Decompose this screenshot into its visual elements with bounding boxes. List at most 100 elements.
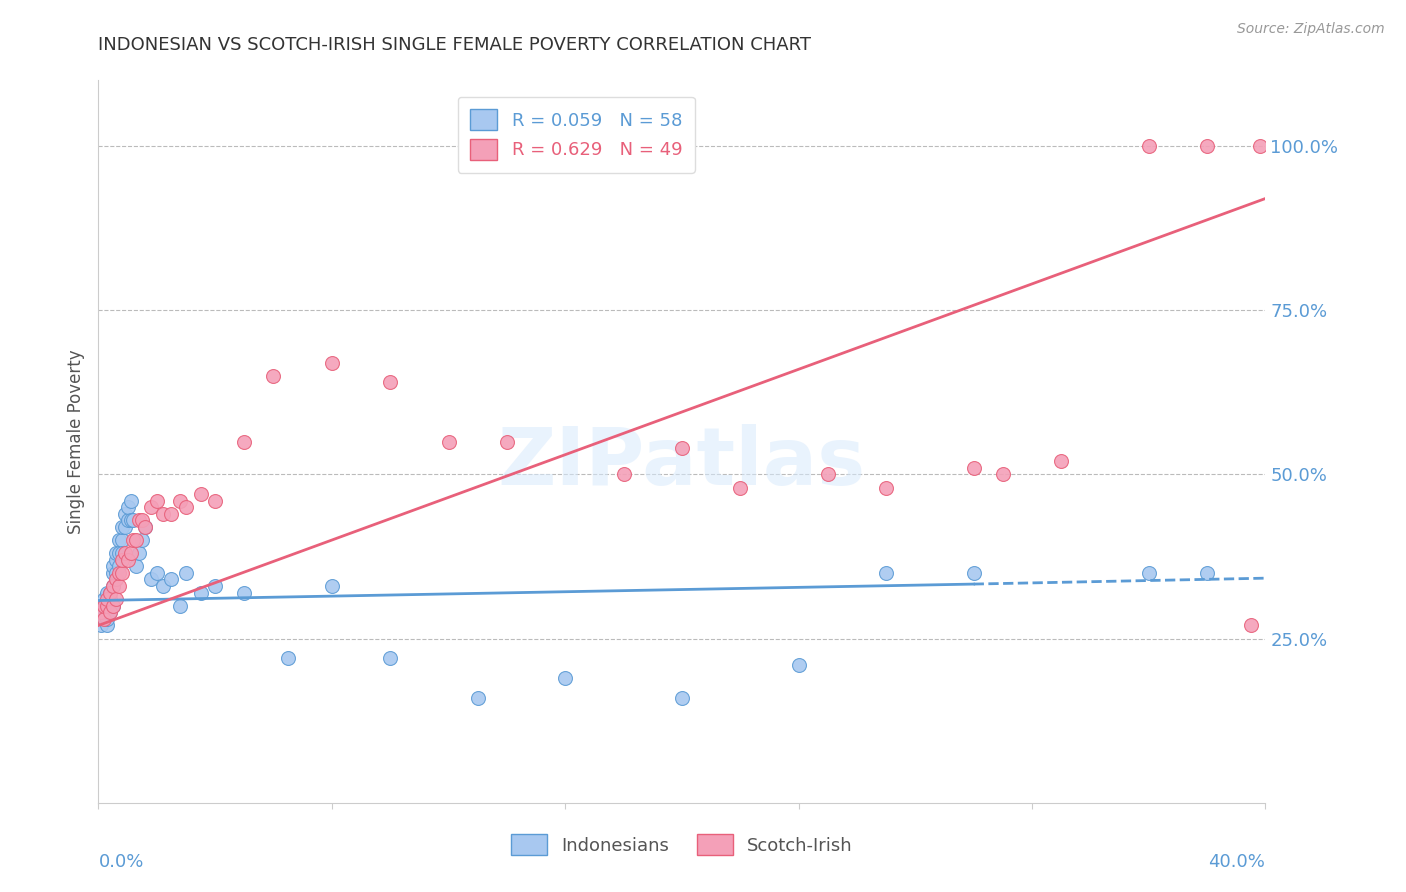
Point bbox=[496, 434, 519, 449]
Point bbox=[128, 513, 150, 527]
Point bbox=[817, 467, 839, 482]
Point bbox=[554, 671, 576, 685]
Point bbox=[93, 599, 115, 613]
Point bbox=[96, 592, 118, 607]
Point bbox=[101, 579, 124, 593]
Point bbox=[111, 520, 134, 534]
Point bbox=[93, 592, 115, 607]
Point bbox=[875, 481, 897, 495]
Point bbox=[98, 585, 121, 599]
Point bbox=[101, 566, 124, 580]
Point bbox=[467, 690, 489, 705]
Point bbox=[90, 599, 112, 613]
Point bbox=[111, 566, 134, 580]
Point bbox=[98, 599, 121, 613]
Point bbox=[108, 546, 131, 560]
Point bbox=[262, 368, 284, 383]
Point bbox=[1137, 139, 1160, 153]
Point bbox=[991, 467, 1014, 482]
Point bbox=[1249, 139, 1271, 153]
Point bbox=[111, 546, 134, 560]
Point bbox=[380, 651, 402, 665]
Point bbox=[98, 605, 121, 619]
Text: 0.0%: 0.0% bbox=[98, 854, 143, 871]
Point bbox=[174, 566, 197, 580]
Point bbox=[277, 651, 299, 665]
Point bbox=[114, 507, 136, 521]
Point bbox=[104, 546, 127, 560]
Point bbox=[671, 441, 693, 455]
Point bbox=[93, 612, 115, 626]
Point bbox=[111, 553, 134, 567]
Legend: Indonesians, Scotch-Irish: Indonesians, Scotch-Irish bbox=[503, 827, 860, 863]
Text: ZIPatlas: ZIPatlas bbox=[498, 425, 866, 502]
Point bbox=[96, 599, 118, 613]
Point bbox=[125, 533, 148, 547]
Point bbox=[120, 513, 142, 527]
Point bbox=[108, 579, 131, 593]
Point bbox=[120, 493, 142, 508]
Point bbox=[1137, 566, 1160, 580]
Point bbox=[146, 493, 169, 508]
Point bbox=[962, 460, 984, 475]
Point bbox=[96, 605, 118, 619]
Point bbox=[233, 434, 256, 449]
Point bbox=[104, 592, 127, 607]
Point bbox=[96, 599, 118, 613]
Point bbox=[90, 618, 112, 632]
Point bbox=[114, 546, 136, 560]
Point bbox=[117, 500, 139, 515]
Point bbox=[90, 605, 112, 619]
Point bbox=[122, 513, 145, 527]
Point bbox=[1240, 618, 1263, 632]
Point bbox=[730, 481, 752, 495]
Point bbox=[380, 376, 402, 390]
Point bbox=[160, 507, 183, 521]
Point bbox=[108, 566, 131, 580]
Point bbox=[104, 553, 127, 567]
Point bbox=[96, 618, 118, 632]
Point bbox=[98, 592, 121, 607]
Point bbox=[174, 500, 197, 515]
Point bbox=[160, 573, 183, 587]
Point bbox=[190, 585, 212, 599]
Text: 40.0%: 40.0% bbox=[1209, 854, 1265, 871]
Point bbox=[96, 612, 118, 626]
Point bbox=[169, 599, 191, 613]
Point bbox=[1050, 454, 1073, 468]
Point bbox=[671, 690, 693, 705]
Point bbox=[117, 553, 139, 567]
Point bbox=[321, 579, 343, 593]
Point bbox=[437, 434, 460, 449]
Point bbox=[612, 467, 634, 482]
Point bbox=[204, 493, 226, 508]
Point bbox=[131, 513, 153, 527]
Point bbox=[787, 657, 810, 672]
Point bbox=[125, 559, 148, 574]
Point bbox=[146, 566, 169, 580]
Point bbox=[101, 559, 124, 574]
Point bbox=[321, 356, 343, 370]
Text: Source: ZipAtlas.com: Source: ZipAtlas.com bbox=[1237, 22, 1385, 37]
Point bbox=[139, 573, 162, 587]
Point bbox=[1195, 566, 1218, 580]
Point bbox=[101, 599, 124, 613]
Point bbox=[131, 533, 153, 547]
Point bbox=[114, 520, 136, 534]
Point bbox=[93, 605, 115, 619]
Point bbox=[169, 493, 191, 508]
Point bbox=[111, 533, 134, 547]
Point bbox=[93, 612, 115, 626]
Point bbox=[152, 507, 174, 521]
Point bbox=[128, 546, 150, 560]
Point bbox=[101, 579, 124, 593]
Point bbox=[117, 513, 139, 527]
Point bbox=[122, 533, 145, 547]
Point bbox=[152, 579, 174, 593]
Point bbox=[120, 546, 142, 560]
Point bbox=[108, 533, 131, 547]
Point bbox=[1195, 139, 1218, 153]
Text: INDONESIAN VS SCOTCH-IRISH SINGLE FEMALE POVERTY CORRELATION CHART: INDONESIAN VS SCOTCH-IRISH SINGLE FEMALE… bbox=[98, 36, 811, 54]
Point bbox=[96, 585, 118, 599]
Point bbox=[134, 520, 156, 534]
